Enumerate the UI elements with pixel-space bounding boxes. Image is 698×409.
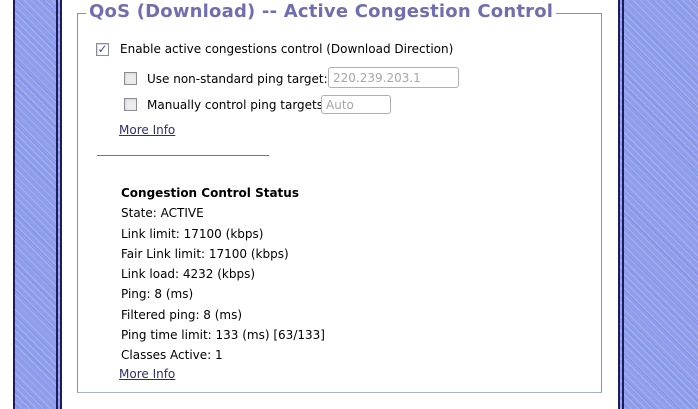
section-divider <box>97 155 269 156</box>
congestion-status-block: Congestion Control Status State: ACTIVE … <box>121 183 325 366</box>
status-link-limit: Link limit: 17100 (kbps) <box>121 226 264 241</box>
status-ping-time-limit: Ping time limit: 133 (ms) [63/133] <box>121 328 325 343</box>
ping-target-row: Use non-standard ping target: <box>124 68 328 89</box>
enable-congestion-label: Enable active congestions control (Downl… <box>120 42 454 56</box>
more-info-link-settings[interactable]: More Info <box>119 123 176 137</box>
panel-title: QoS (Download) -- Active Congestion Cont… <box>86 1 557 22</box>
status-filtered-ping: Filtered ping: 8 (ms) <box>121 307 243 322</box>
ping-target-input[interactable] <box>328 67 459 88</box>
enable-congestion-checkbox[interactable]: ✓ <box>96 42 109 56</box>
ping-target-checkbox[interactable] <box>124 72 137 85</box>
status-heading: Congestion Control Status <box>121 186 299 200</box>
manual-targets-checkbox[interactable] <box>124 98 137 111</box>
manual-targets-label: Manually control ping targets: <box>147 97 328 112</box>
ping-target-label: Use non-standard ping target: <box>147 71 328 86</box>
qos-download-congestion-panel: QoS (Download) -- Active Congestion Cont… <box>77 1 602 393</box>
manual-targets-row: Manually control ping targets: <box>124 95 327 114</box>
status-ping: Ping: 8 (ms) <box>121 287 194 302</box>
status-fair-link-limit: Fair Link limit: 17100 (kbps) <box>121 246 289 261</box>
status-link-load: Link load: 4232 (kbps) <box>121 267 256 282</box>
more-info-link-status[interactable]: More Info <box>119 367 176 381</box>
left-decor-bar <box>13 0 62 409</box>
manual-targets-input[interactable] <box>321 95 391 114</box>
status-state: State: ACTIVE <box>121 206 204 221</box>
status-classes-active: Classes Active: 1 <box>121 348 223 363</box>
enable-congestion-row: ✓ Enable active congestions control (Dow… <box>96 41 453 57</box>
right-decor-bar <box>618 0 698 409</box>
